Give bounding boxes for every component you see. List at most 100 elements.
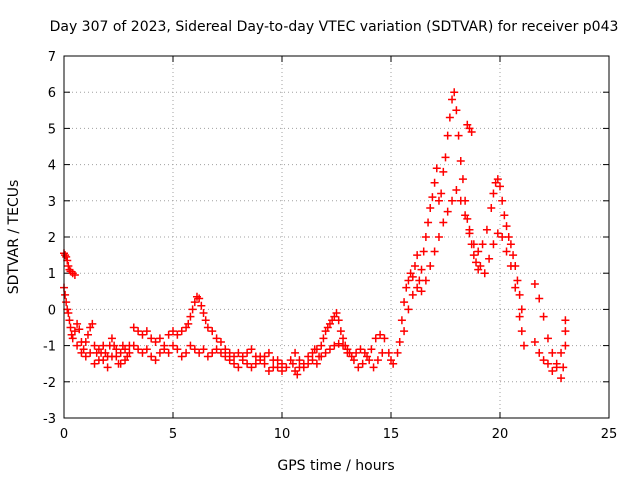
data-point xyxy=(543,359,552,368)
grid-lines xyxy=(64,56,609,418)
data-point xyxy=(452,185,461,194)
data-point xyxy=(70,327,79,336)
data-point xyxy=(400,327,409,336)
data-point xyxy=(147,352,156,361)
data-point xyxy=(456,156,465,165)
data-point xyxy=(160,345,169,354)
data-point xyxy=(308,356,317,365)
data-point xyxy=(395,337,404,346)
data-point xyxy=(199,345,208,354)
data-point xyxy=(238,352,247,361)
y-tick-label: 1 xyxy=(48,267,56,282)
data-point xyxy=(452,106,461,115)
x-tick-label: 25 xyxy=(601,427,618,442)
data-point xyxy=(325,345,334,354)
data-point xyxy=(83,330,92,339)
data-point xyxy=(417,265,426,274)
data-point xyxy=(474,247,483,256)
data-point xyxy=(182,348,191,357)
data-point xyxy=(134,345,143,354)
data-point xyxy=(458,175,467,184)
data-point xyxy=(116,348,125,357)
data-point xyxy=(70,271,79,280)
data-point xyxy=(552,359,561,368)
data-point xyxy=(116,359,125,368)
data-point xyxy=(186,341,195,350)
data-point xyxy=(125,348,134,357)
data-point xyxy=(99,356,108,365)
data-point xyxy=(354,363,363,372)
data-point xyxy=(208,327,217,336)
data-point xyxy=(186,312,195,321)
data-point xyxy=(367,345,376,354)
x-tick-label: 15 xyxy=(383,427,400,442)
data-point xyxy=(199,309,208,318)
data-point xyxy=(517,327,526,336)
data-point xyxy=(363,352,372,361)
data-point xyxy=(75,325,84,334)
data-point xyxy=(73,319,82,328)
chart-title: Day 307 of 2023, Sidereal Day-to-day VTE… xyxy=(50,19,619,35)
data-point xyxy=(282,363,291,372)
data-point xyxy=(469,240,478,249)
data-point xyxy=(330,341,339,350)
data-point xyxy=(489,240,498,249)
data-point xyxy=(61,251,70,260)
data-point xyxy=(317,341,326,350)
data-point xyxy=(384,348,393,357)
data-point xyxy=(476,261,485,270)
data-point xyxy=(439,167,448,176)
data-point xyxy=(64,261,73,270)
data-point xyxy=(334,316,343,325)
data-point xyxy=(86,348,95,357)
data-point xyxy=(413,283,422,292)
data-point xyxy=(493,229,502,238)
data-point xyxy=(73,341,82,350)
data-point xyxy=(147,334,156,343)
data-point xyxy=(77,348,86,357)
data-point xyxy=(417,287,426,296)
data-point xyxy=(478,240,487,249)
data-point xyxy=(349,356,358,365)
data-point xyxy=(548,348,557,357)
data-point xyxy=(535,348,544,357)
data-point xyxy=(467,128,476,137)
data-point xyxy=(197,301,206,310)
data-point xyxy=(230,352,239,361)
data-point xyxy=(426,204,435,213)
data-point xyxy=(548,366,557,375)
data-point xyxy=(184,319,193,328)
y-tick-label: 2 xyxy=(48,231,56,246)
data-point xyxy=(559,363,568,372)
data-point xyxy=(332,309,341,318)
data-point xyxy=(408,290,417,299)
data-point xyxy=(94,345,103,354)
data-point xyxy=(448,196,457,205)
data-point xyxy=(155,334,164,343)
y-axis-label: SDTVAR / TECUs xyxy=(6,180,22,295)
data-point xyxy=(304,352,313,361)
data-point xyxy=(502,222,511,231)
data-point xyxy=(221,352,230,361)
data-point xyxy=(432,164,441,173)
data-point xyxy=(509,251,518,260)
data-point xyxy=(480,269,489,278)
data-point xyxy=(472,258,481,267)
data-point xyxy=(506,261,515,270)
data-point xyxy=(500,211,509,220)
data-point xyxy=(376,330,385,339)
data-point xyxy=(511,283,520,292)
data-point xyxy=(358,359,367,368)
data-point xyxy=(397,316,406,325)
y-tick-label: 3 xyxy=(48,195,56,210)
data-point xyxy=(278,359,286,368)
data-point xyxy=(321,348,330,357)
data-point xyxy=(188,305,197,314)
data-point xyxy=(557,348,566,357)
data-series xyxy=(60,88,570,383)
data-point xyxy=(304,359,313,368)
data-point xyxy=(371,334,380,343)
data-point xyxy=(225,356,234,365)
data-point xyxy=(212,334,221,343)
